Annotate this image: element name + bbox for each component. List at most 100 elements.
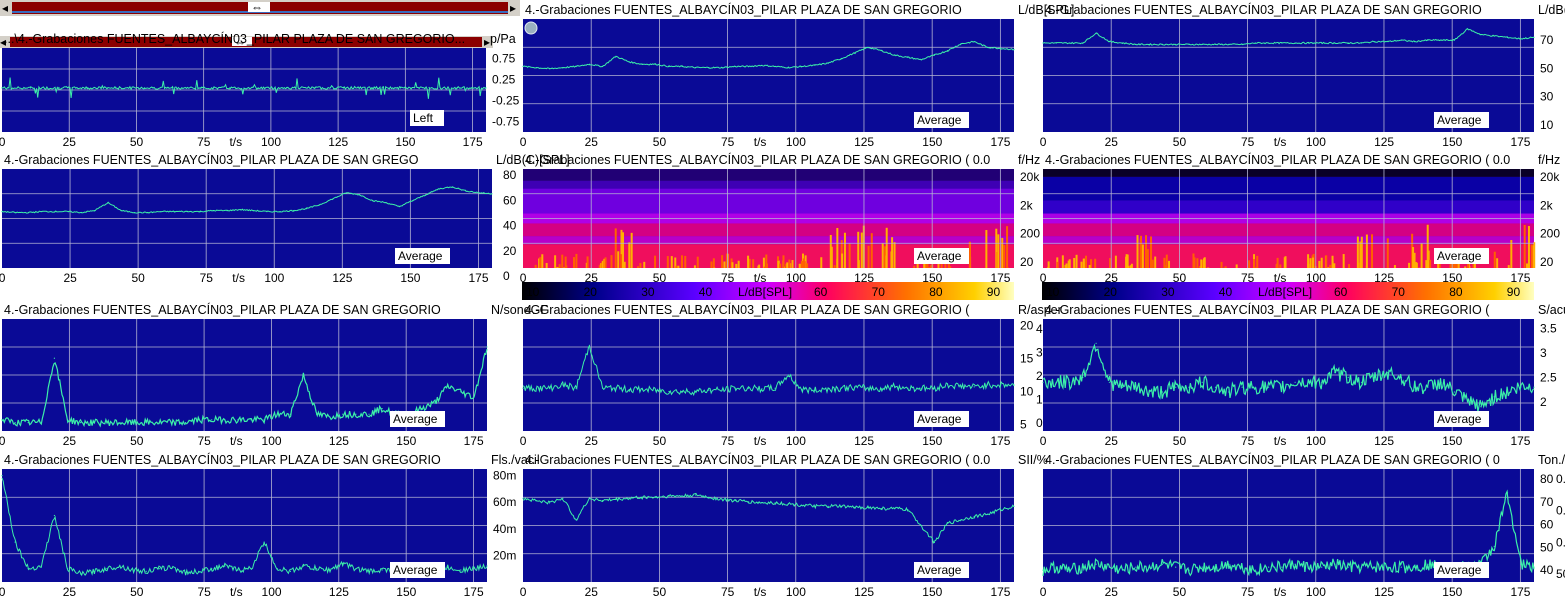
data-point — [522, 65, 524, 68]
data-point — [1013, 384, 1015, 386]
data-point — [1108, 566, 1110, 568]
data-point — [400, 87, 402, 89]
panel-unit-label: Ton./tu — [1538, 453, 1565, 467]
panel-s[interactable]: 4.-Grabaciones FUENTES_ALBAYCÍN03_PILAR … — [1040, 302, 1565, 448]
data-point — [867, 387, 869, 389]
spectrogram-cell — [601, 260, 604, 268]
spectrogram-cell — [735, 263, 738, 268]
data-point — [200, 87, 202, 89]
y-tick-label: 2k — [1020, 198, 1034, 212]
spectrogram-cell — [1307, 254, 1310, 268]
spectrogram-cell — [788, 259, 791, 268]
spectrogram-cell — [556, 266, 559, 268]
data-point — [86, 87, 88, 89]
panel-la[interactable]: 4.-Grabaciones FUENTES_ALBAYCÍN03_PILAR … — [1040, 2, 1565, 149]
data-point — [289, 413, 291, 415]
data-point — [1400, 566, 1402, 568]
panel-n[interactable]: 4.-Grabaciones FUENTES_ALBAYCÍN03_PILAR … — [0, 302, 548, 448]
spectrogram-cell — [1088, 264, 1091, 268]
spectrogram-cell — [985, 230, 988, 268]
x-tick-label: 175 — [990, 434, 1010, 448]
colorbar-2-tick: 20 — [1104, 285, 1118, 299]
series-line — [522, 345, 1015, 397]
spectrogram-cell — [1468, 266, 1471, 268]
spectrogram-cell — [1193, 257, 1196, 268]
spectrogram-cell — [1356, 236, 1359, 268]
data-point — [40, 422, 42, 424]
data-point — [681, 65, 683, 68]
data-point — [371, 87, 373, 89]
average-badge: Average — [917, 412, 962, 426]
data-point — [1400, 376, 1402, 378]
data-point — [1347, 376, 1349, 378]
x-tick-label: 50 — [653, 434, 667, 448]
data-point — [814, 505, 816, 507]
spectrogram-cell — [1154, 256, 1157, 268]
data-point — [342, 562, 344, 565]
spectrogram-cell — [620, 254, 623, 268]
x-tick-label: 75 — [721, 434, 735, 448]
scroll-right-arrow-icon[interactable]: ▸ — [510, 1, 516, 15]
x-tick-label: 0 — [0, 434, 6, 448]
y-tick-label: 15 — [1020, 352, 1034, 366]
data-point — [1294, 563, 1296, 565]
x-axis-label: t/s — [229, 135, 242, 149]
panel-title: 4.-Grabaciones FUENTES_ALBAYCÍN03_PILAR … — [525, 302, 970, 317]
data-point — [473, 568, 475, 570]
x-tick-label: 75 — [721, 135, 735, 149]
scroll-left-arrow-icon[interactable]: ◂ — [2, 1, 8, 15]
data-point — [880, 50, 882, 52]
data-point — [286, 86, 288, 89]
spectrogram-cell — [786, 262, 789, 268]
data-point — [1347, 42, 1349, 44]
sub-scroll-thumb[interactable] — [232, 37, 252, 46]
spectrogram-cell — [534, 264, 537, 268]
panel-p[interactable]: ...\4.-Grabaciones FUENTES_ALBAYCÍN03_PI… — [0, 31, 520, 149]
data-point — [1427, 386, 1429, 388]
panel-lc[interactable]: 4.-Grabaciones FUENTES_ALBAYCÍN03_PILAR … — [0, 152, 570, 285]
top-scrollbar[interactable]: ◂ ▸ ⇔ — [0, 0, 520, 16]
panel-l[interactable]: 4.-Grabaciones FUENTES_ALBAYCÍN03_PILAR … — [520, 2, 1075, 149]
data-point — [434, 402, 436, 404]
panel-ton[interactable]: 4.-Grabaciones FUENTES_ALBAYCÍN03_PILAR … — [1040, 452, 1565, 599]
panel-sii[interactable]: 4.-Grabaciones FUENTES_ALBAYCÍN03_PILAR … — [520, 452, 1048, 599]
x-tick-label: 50 — [1173, 271, 1187, 285]
right-y-tick-label: 0.25 — [1556, 504, 1565, 518]
data-point — [827, 388, 829, 390]
data-point — [1533, 36, 1535, 39]
scroll-thumb[interactable] — [248, 2, 270, 12]
badge-bg — [410, 110, 444, 126]
data-point — [1013, 48, 1015, 51]
data-point — [801, 388, 803, 391]
x-tick-label: 125 — [854, 585, 874, 599]
data-point — [133, 212, 135, 214]
data-point — [1427, 39, 1429, 41]
data-point — [237, 419, 239, 421]
data-point — [681, 390, 683, 393]
x-tick-label: 125 — [854, 434, 874, 448]
sub-scrollbar[interactable]: ◂ ▸ ⇔ — [0, 35, 493, 49]
data-point — [1175, 566, 1177, 568]
data-point — [1188, 569, 1190, 571]
data-point — [1, 87, 3, 89]
spectrogram-cell — [1073, 257, 1076, 268]
panel-r[interactable]: 4.-Grabaciones FUENTES_ALBAYCÍN03_PILAR … — [520, 302, 1062, 448]
x-tick-label: 100 — [786, 271, 806, 285]
panel-spec1[interactable]: 4.-Grabaciones FUENTES_ALBAYCÍN03_PILAR … — [503, 152, 1040, 285]
sub-scroll-left-arrow-icon[interactable]: ◂ — [0, 35, 6, 49]
panel-fls[interactable]: 4.-Grabaciones FUENTES_ALBAYCÍN03_PILAR … — [0, 452, 540, 599]
data-point — [655, 389, 657, 391]
average-badge: Average — [1437, 412, 1482, 426]
data-point — [1241, 43, 1243, 46]
data-point — [447, 566, 449, 569]
data-point — [1214, 386, 1217, 388]
data-point — [342, 413, 344, 415]
spectrogram-cell — [758, 264, 761, 268]
panel-spec2[interactable]: 4.-Grabaciones FUENTES_ALBAYCÍN03_PILAR … — [1040, 152, 1561, 285]
data-point — [143, 87, 145, 89]
spectrogram-cell — [765, 254, 768, 268]
x-tick-label: 100 — [261, 135, 281, 149]
data-point — [478, 192, 480, 194]
spectrogram-band — [1043, 236, 1534, 245]
sub-scroll-right-arrow-icon[interactable]: ▸ — [484, 35, 490, 49]
